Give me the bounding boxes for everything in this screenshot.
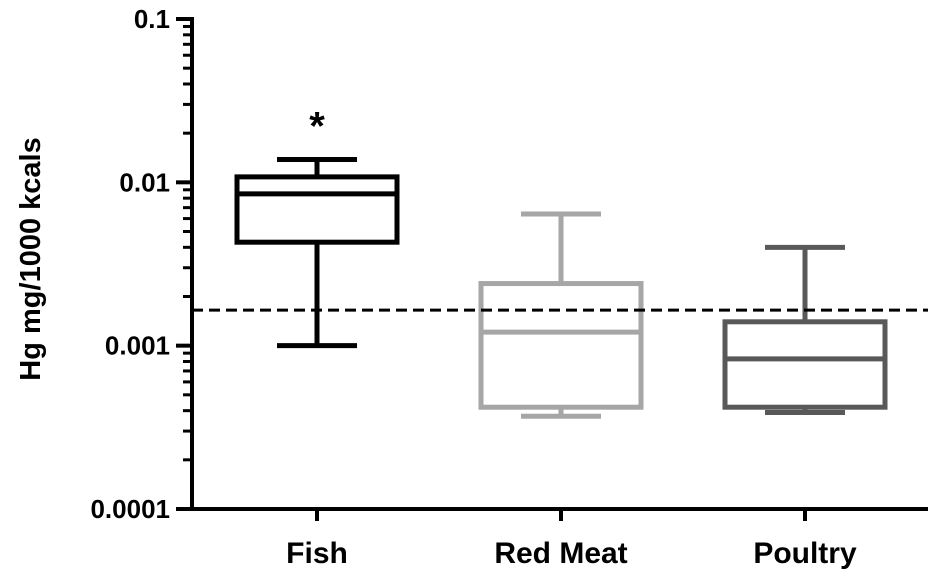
y-tick-label: 0.01 (119, 167, 170, 197)
y-axis-ticks: 0.1 0.01 0.001 0.0001 (90, 4, 192, 524)
box-poultry (722, 244, 888, 415)
interquartile-box (478, 281, 644, 410)
y-tick-label: 0.1 (134, 4, 170, 34)
x-axis-ticks: Fish Red Meat Poultry (286, 509, 857, 570)
significance-annotation: * (309, 104, 325, 148)
y-axis-label: Hg mg/1000 kcals (15, 137, 47, 380)
interquartile-box (234, 174, 400, 245)
x-tick-label: Red Meat (494, 537, 627, 570)
y-tick-label: 0.0001 (90, 494, 170, 524)
box-fish: * (234, 104, 400, 349)
box-red-meat (478, 211, 644, 419)
x-tick-label: Poultry (753, 537, 857, 570)
interquartile-box (722, 319, 888, 410)
x-tick-label: Fish (286, 537, 348, 570)
y-tick-label: 0.001 (105, 331, 170, 361)
box-plot-series: * (234, 104, 888, 419)
